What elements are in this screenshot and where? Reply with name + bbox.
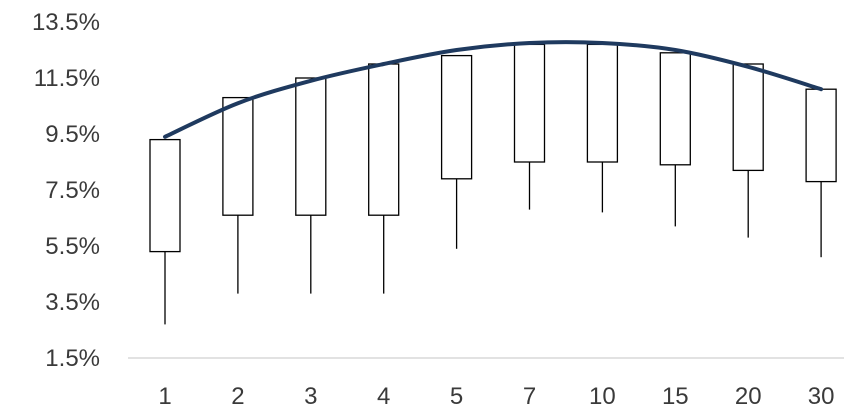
x-tick-label: 1	[158, 383, 171, 410]
box	[805, 88, 837, 183]
box-5	[440, 54, 473, 249]
box	[222, 96, 254, 216]
box-7	[513, 43, 546, 210]
y-tick-label: 1.5%	[45, 345, 100, 372]
x-tick-label: 10	[589, 383, 616, 410]
y-tick-label: 9.5%	[45, 121, 100, 148]
box	[659, 52, 691, 166]
box	[149, 138, 181, 253]
box-series	[149, 43, 837, 325]
box	[368, 63, 400, 216]
x-tick-label: 3	[304, 383, 317, 410]
x-tick-label: 30	[808, 383, 835, 410]
x-tick-label: 4	[377, 383, 390, 410]
y-tick-label: 7.5%	[45, 177, 100, 204]
trend-curve	[163, 40, 824, 139]
box-4	[368, 63, 400, 294]
y-axis-tick-labels: 1.5% 3.5% 5.5% 7.5% 9.5% 11.5% 13.5%	[32, 9, 100, 372]
box	[586, 43, 619, 163]
box-15	[659, 52, 691, 227]
y-tick-label: 5.5%	[45, 233, 100, 260]
box	[440, 54, 473, 180]
y-tick-label: 3.5%	[45, 289, 100, 316]
box	[513, 43, 546, 163]
box-1	[149, 138, 181, 325]
x-tick-label: 20	[735, 383, 762, 410]
box-2	[222, 96, 254, 294]
x-tick-label: 5	[450, 383, 463, 410]
x-tick-label: 7	[523, 383, 536, 410]
y-tick-label: 11.5%	[34, 65, 100, 92]
x-tick-label: 15	[662, 383, 689, 410]
x-axis-tick-labels: 1 2 3 4 5 7 10 15 20 30	[158, 383, 834, 410]
box-3	[295, 77, 327, 294]
box-30	[805, 88, 837, 258]
y-tick-label: 13.5%	[32, 9, 100, 36]
box-20	[732, 63, 764, 238]
box	[295, 77, 327, 216]
box-10	[586, 43, 619, 213]
box	[732, 63, 764, 172]
x-tick-label: 2	[231, 383, 244, 410]
